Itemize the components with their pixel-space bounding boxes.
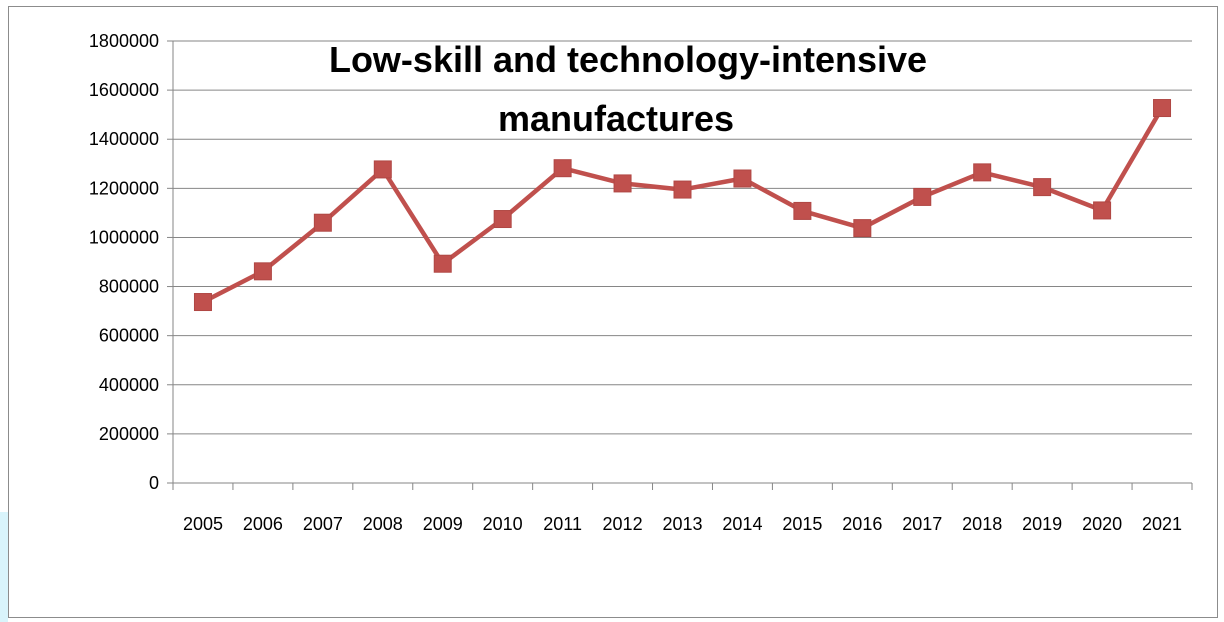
x-tick-label: 2018 (962, 514, 1002, 534)
y-tick-label: 600000 (99, 326, 159, 346)
data-point-marker (853, 219, 872, 238)
x-tick-label: 2017 (902, 514, 942, 534)
x-tick-label: 2008 (363, 514, 403, 534)
y-tick-label: 1800000 (89, 31, 159, 51)
y-tick-label: 400000 (99, 375, 159, 395)
x-tick-label: 2007 (303, 514, 343, 534)
series-layer (193, 99, 1172, 312)
x-tick-label: 2011 (543, 514, 582, 534)
y-tick-label: 1600000 (89, 80, 159, 100)
y-tick-label: 1400000 (89, 129, 159, 149)
x-tick-label: 2015 (782, 514, 822, 534)
data-point-marker (973, 163, 992, 182)
x-tick-label: 2009 (423, 514, 463, 534)
x-tick-label: 2014 (722, 514, 762, 534)
data-point-marker (733, 169, 752, 188)
data-point-marker (373, 160, 392, 179)
y-axis-tick-labels: 0 200000 400000 600000 800000 1000000 1200000 1… (89, 31, 159, 493)
chart-frame (8, 6, 1218, 618)
data-point-marker (1093, 201, 1112, 220)
data-point-marker (1033, 178, 1052, 197)
chart-title-line-1: Low-skill and technology-intensive (329, 39, 927, 80)
data-point-marker (313, 213, 332, 232)
chart-title: Low-skill and technology-intensive manuf… (329, 39, 927, 139)
y-tick-label: 1200000 (89, 178, 159, 198)
x-tick-label: 2021 (1142, 514, 1182, 534)
y-tick-label: 0 (149, 473, 159, 493)
x-tick-label: 2006 (243, 514, 283, 534)
x-tick-label: 2012 (603, 514, 643, 534)
data-point-marker (913, 187, 932, 206)
data-point-marker (493, 210, 512, 229)
data-point-marker (193, 293, 212, 312)
x-tick-label: 2020 (1082, 514, 1122, 534)
x-tick-label: 2019 (1022, 514, 1062, 534)
x-tick-label: 2010 (483, 514, 523, 534)
data-point-marker (253, 262, 272, 281)
y-tick-label: 1000000 (89, 227, 159, 247)
data-point-marker (793, 201, 812, 220)
axes (167, 40, 1193, 490)
x-tick-label: 2013 (662, 514, 702, 534)
chart-title-line-2: manufactures (498, 98, 734, 139)
data-point-marker (613, 174, 632, 193)
y-tick-label: 800000 (99, 277, 159, 297)
data-point-marker (673, 180, 692, 199)
y-tick-label: 200000 (99, 424, 159, 444)
data-point-marker (553, 159, 572, 178)
data-point-marker (433, 254, 452, 273)
x-tick-label: 2016 (842, 514, 882, 534)
x-axis-tick-labels: 2005 2006 2007 2008 2009 2010 2011 2012 2013 2014… (183, 514, 1182, 534)
data-point-marker (1153, 99, 1172, 118)
left-edge-accent (0, 512, 8, 622)
x-tick-label: 2005 (183, 514, 223, 534)
